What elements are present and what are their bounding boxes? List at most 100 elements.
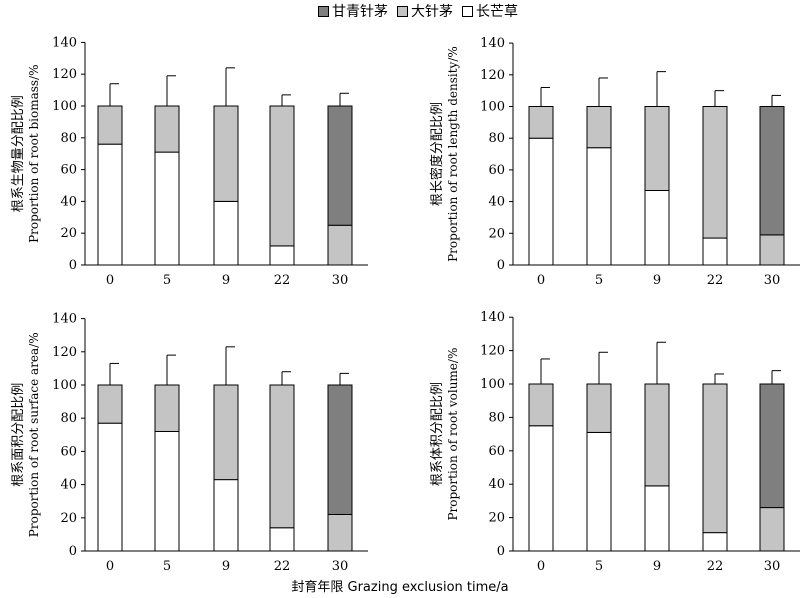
bar-segment	[213, 200, 239, 266]
y-tick-label: 0	[69, 258, 77, 273]
x-tick-label: 22	[274, 559, 291, 574]
bar-segment	[213, 479, 239, 552]
y-tick-label: 100	[480, 377, 505, 392]
bar-segment	[702, 106, 728, 239]
x-tick-label: 9	[222, 559, 230, 574]
y-tick-label: 40	[488, 477, 505, 492]
y-tick-label: 100	[480, 100, 505, 115]
y-tick-label: 80	[488, 410, 505, 425]
legend-label-grass-b: 大针茅	[411, 4, 453, 20]
bar-segment	[644, 383, 670, 487]
bar-segment	[759, 383, 785, 509]
legend-label-grass-c: 长芒草	[476, 4, 518, 20]
legend-swatch-grass-c	[462, 5, 473, 17]
bar-segment	[586, 147, 612, 266]
y-tick-label: 60	[60, 444, 77, 459]
legend-item-grass-c: 长芒草	[462, 1, 518, 21]
y-tick-label: 20	[488, 226, 505, 241]
bar-segment	[154, 430, 180, 552]
bar-segment	[759, 507, 785, 552]
bar-segment	[213, 384, 239, 481]
x-tick-label: 9	[222, 273, 230, 288]
y-axis-label-en: Proportion of root length density/%	[446, 46, 460, 262]
bar-segment	[759, 234, 785, 266]
y-tick-label: 60	[488, 163, 505, 178]
legend: 甘青针茅 大针茅 长芒草	[318, 2, 527, 20]
bar-segment	[528, 383, 554, 427]
x-tick-label: 22	[707, 559, 724, 574]
bar-segment	[213, 105, 239, 202]
bar-segment	[702, 237, 728, 266]
x-tick-label: 30	[332, 559, 349, 574]
x-axis-title: 封育年限 Grazing exclusion time/a	[291, 580, 509, 595]
y-tick-label: 80	[60, 411, 77, 426]
y-tick-label: 20	[488, 511, 505, 526]
bar-segment	[97, 105, 123, 145]
bar-segment	[586, 106, 612, 149]
x-tick-label: 5	[163, 559, 171, 574]
bar-segment	[154, 384, 180, 432]
bar-segment	[154, 151, 180, 266]
legend-item-grass-a: 甘青针茅	[318, 1, 388, 21]
y-tick-label: 120	[480, 68, 505, 83]
y-tick-label: 140	[480, 36, 505, 51]
bar-segment	[586, 431, 612, 552]
bar-segment	[327, 224, 353, 266]
bar-segment	[327, 105, 353, 226]
bar-segment	[327, 384, 353, 515]
bar-segment	[97, 143, 123, 266]
x-tick-label: 5	[595, 273, 603, 288]
y-axis-label-en: Proportion of root surface area/%	[27, 332, 41, 537]
bar-segment	[154, 105, 180, 153]
x-tick-label: 30	[764, 273, 781, 288]
bar-segment	[586, 383, 612, 433]
x-tick-label: 0	[537, 559, 545, 574]
legend-label-grass-a: 甘青针茅	[332, 4, 388, 20]
bar-segment	[97, 422, 123, 552]
bar-segment	[644, 190, 670, 266]
y-tick-label: 100	[52, 99, 77, 114]
bar-segment	[528, 106, 554, 139]
y-tick-label: 80	[60, 131, 77, 146]
y-tick-label: 140	[52, 35, 77, 50]
y-axis-label-cn: 根系生物量分配比例	[11, 95, 26, 212]
legend-swatch-grass-b	[397, 5, 408, 17]
y-tick-label: 20	[60, 511, 77, 526]
bar-segment	[759, 106, 785, 236]
y-tick-label: 40	[488, 195, 505, 210]
y-tick-label: 0	[69, 544, 77, 559]
y-tick-label: 100	[52, 378, 77, 393]
y-axis-label-en: Proportion of root volume/%	[446, 348, 460, 521]
y-tick-label: 120	[52, 345, 77, 360]
x-tick-label: 9	[653, 559, 661, 574]
y-tick-label: 140	[52, 312, 77, 327]
y-tick-label: 140	[480, 310, 505, 325]
y-tick-label: 120	[52, 67, 77, 82]
y-tick-label: 60	[60, 163, 77, 178]
bar-segment	[702, 532, 728, 552]
y-axis-label-cn: 根系面积分配比例	[11, 383, 26, 487]
x-tick-label: 22	[707, 273, 724, 288]
bar-segment	[327, 513, 353, 552]
x-tick-label: 5	[595, 559, 603, 574]
y-axis-label-en: Proportion of root biomass/%	[27, 64, 41, 242]
y-axis-label-cn: 根系体积分配比例	[430, 382, 445, 486]
x-tick-label: 0	[106, 273, 114, 288]
y-tick-label: 120	[480, 344, 505, 359]
y-tick-label: 80	[488, 131, 505, 146]
legend-swatch-grass-a	[318, 5, 329, 17]
x-tick-label: 5	[163, 273, 171, 288]
y-tick-label: 20	[60, 226, 77, 241]
y-tick-label: 40	[60, 194, 77, 209]
x-tick-label: 0	[106, 559, 114, 574]
bar-segment	[269, 384, 295, 529]
bar-segment	[97, 384, 123, 424]
bar-segment	[528, 425, 554, 552]
y-tick-label: 0	[497, 258, 505, 273]
y-tick-label: 60	[488, 444, 505, 459]
x-tick-label: 0	[537, 273, 545, 288]
bar-segment	[644, 106, 670, 192]
x-tick-label: 9	[653, 273, 661, 288]
